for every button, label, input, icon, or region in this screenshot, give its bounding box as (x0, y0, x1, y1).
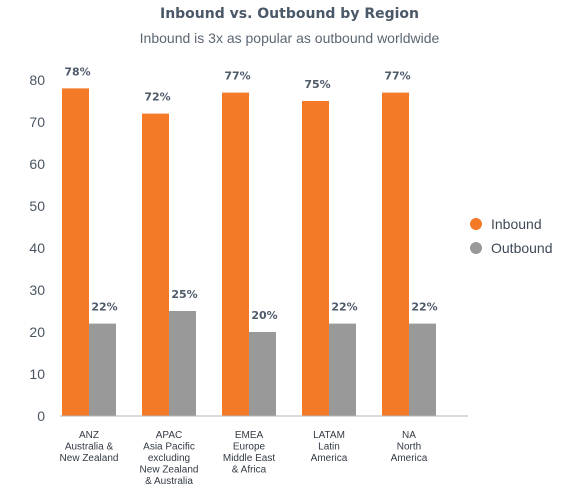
chart-title: Inbound vs. Outbound by Region (159, 6, 420, 22)
legend-marker (470, 242, 482, 254)
category-label: LATAM (313, 430, 345, 441)
category-label: Latin (318, 442, 340, 453)
category-label: NA (402, 430, 416, 441)
category-label: EMEA (235, 430, 264, 441)
y-tick-label: 20 (29, 324, 45, 340)
chart-subtitle: Inbound is 3x as popular as outbound wor… (139, 30, 440, 46)
legend-label: Outbound (491, 240, 553, 256)
outbound-bar (169, 311, 196, 416)
category-label: ANZ (79, 430, 99, 441)
y-tick-label: 70 (29, 114, 45, 130)
legend-marker (470, 218, 482, 230)
y-tick-label: 60 (29, 156, 45, 172)
data-label: 77% (224, 70, 250, 83)
bar-group: 78% 22% 72% 25% 77% 20% 75% 22% 77% 22% (60, 65, 468, 417)
outbound-bar (329, 323, 356, 416)
category-label: Asia Pacific (143, 442, 195, 453)
inbound-bar (382, 92, 409, 416)
y-tick-label: 0 (37, 408, 45, 424)
data-label: 22% (411, 301, 437, 314)
data-label: 77% (384, 70, 410, 83)
outbound-bar (409, 323, 436, 416)
outbound-bar (249, 332, 276, 416)
category-label: North (397, 442, 421, 453)
category-label: excluding (148, 453, 190, 464)
category-label: Middle East (223, 453, 275, 464)
inbound-bar (62, 88, 89, 417)
y-tick-label: 30 (29, 282, 45, 298)
legend: Inbound Outbound (470, 216, 553, 256)
data-label: 78% (64, 65, 90, 78)
category-label: America (311, 453, 348, 464)
inbound-bar (222, 92, 249, 416)
legend-label: Inbound (491, 216, 542, 232)
y-tick-label: 50 (29, 198, 45, 214)
category-label: New Zealand (60, 453, 119, 464)
data-label: 22% (331, 301, 357, 314)
category-label: Europe (233, 442, 266, 453)
data-label: 72% (144, 91, 170, 104)
data-label: 75% (304, 78, 330, 91)
category-label: New Zealand (140, 465, 199, 476)
data-label: 20% (251, 309, 277, 322)
category-label: Australia & (65, 442, 114, 453)
data-label: 22% (91, 301, 117, 314)
y-axis: 0 10 20 30 40 50 60 70 80 (29, 72, 45, 424)
data-label: 25% (171, 288, 197, 301)
category-label: & Australia (145, 476, 193, 487)
category-label: & Africa (232, 465, 267, 476)
inbound-bar (302, 101, 329, 416)
inbound-bar (142, 113, 169, 416)
category-label: America (391, 453, 428, 464)
category-label: APAC (156, 430, 183, 441)
y-tick-label: 10 (29, 366, 45, 382)
y-tick-label: 40 (29, 240, 45, 256)
y-tick-label: 80 (29, 72, 45, 88)
outbound-bar (89, 323, 116, 416)
